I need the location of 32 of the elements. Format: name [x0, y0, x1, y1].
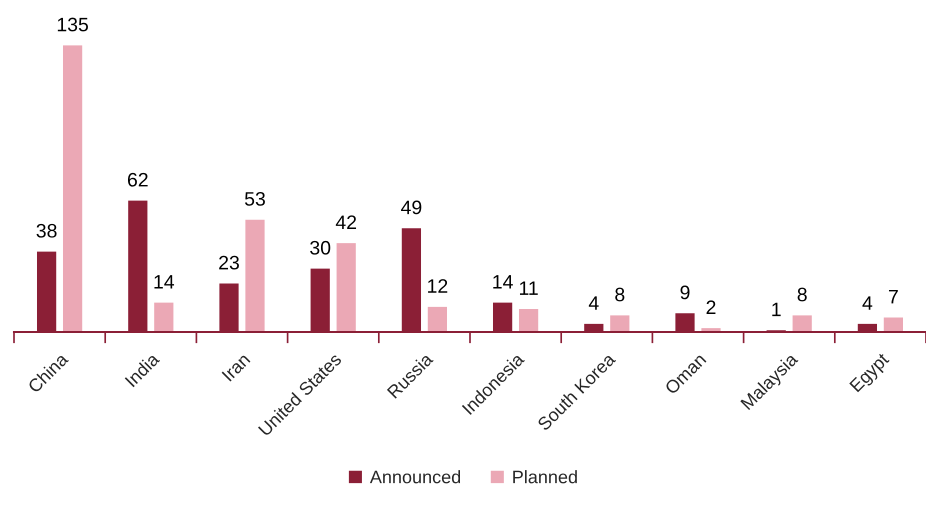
bar — [336, 242, 357, 332]
data-label: 49 — [401, 200, 422, 214]
bar — [426, 306, 448, 332]
bar — [882, 316, 904, 332]
data-label: 42 — [336, 215, 356, 229]
data-label: 4 — [862, 296, 872, 310]
x-tick-label: Iran — [222, 352, 251, 382]
data-label: 2 — [706, 300, 716, 314]
data-label: 135 — [58, 18, 88, 32]
bar — [62, 44, 84, 332]
data-label: 14 — [493, 275, 513, 288]
data-label: 53 — [244, 192, 265, 206]
data-label: 8 — [798, 288, 807, 302]
data-label: 1 — [772, 302, 781, 316]
bar — [792, 314, 813, 332]
data-label: 4 — [588, 296, 599, 310]
legend-label: Announced — [370, 470, 460, 484]
bar — [518, 308, 540, 332]
data-label: 8 — [615, 288, 624, 302]
data-label: 38 — [36, 224, 57, 238]
bar — [244, 218, 266, 332]
data-label: 23 — [219, 256, 239, 270]
data-label: 9 — [680, 286, 690, 300]
data-label: 11 — [520, 281, 538, 295]
bar — [609, 314, 630, 332]
data-label: 62 — [128, 172, 148, 187]
data-label: 12 — [428, 279, 448, 293]
bar — [153, 302, 174, 332]
legend-label: Planned — [513, 470, 577, 484]
data-label: 30 — [310, 240, 330, 255]
data-label: 7 — [888, 290, 898, 304]
data-label: 14 — [154, 275, 174, 288]
